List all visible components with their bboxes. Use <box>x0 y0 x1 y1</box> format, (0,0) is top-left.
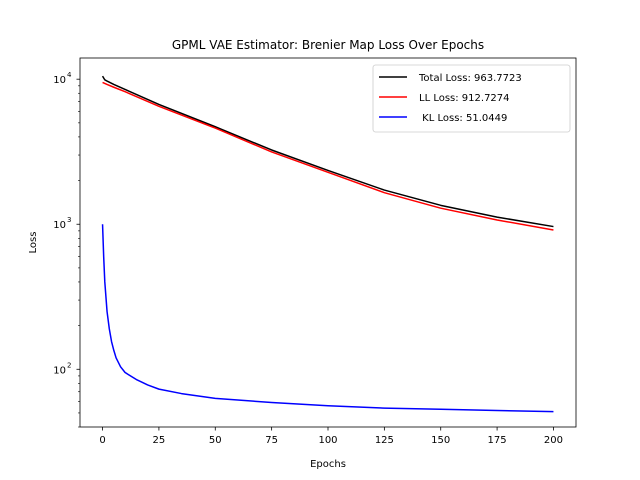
y-axis-label: Loss <box>28 232 39 254</box>
legend-label-1: LL Loss: 912.7274 <box>419 93 510 104</box>
y-tick-exponent: 3 <box>67 216 71 224</box>
chart-title: GPML VAE Estimator: Brenier Map Loss Ove… <box>172 38 484 52</box>
y-tick-exponent: 4 <box>67 71 72 79</box>
x-axis-label: Epochs <box>310 459 346 470</box>
plot-frame <box>79 57 577 428</box>
x-tick-label: 175 <box>488 435 507 446</box>
x-axis: 0 25 50 75 100 125 150 175 200 <box>99 427 563 446</box>
series-line-0 <box>101 75 554 228</box>
x-tick-label: 0 <box>99 435 105 446</box>
y-tick-exponent: 2 <box>67 361 71 369</box>
x-tick-label: 50 <box>209 435 222 446</box>
series-line-2 <box>101 224 554 413</box>
series-line-1 <box>102 81 554 231</box>
legend-box <box>372 64 571 133</box>
legend-label-2: KL Loss: 51.0449 <box>419 113 507 124</box>
x-tick-label: 25 <box>153 435 166 446</box>
series-lines <box>101 75 554 413</box>
x-tick-label: 125 <box>375 435 394 446</box>
x-tick-label: 100 <box>318 435 337 446</box>
y-tick-label: 10 <box>53 365 66 376</box>
legend: Total Loss: 963.7723 LL Loss: 912.7274 KL… <box>372 64 571 133</box>
x-tick-label: 200 <box>544 435 563 446</box>
legend-label-0: Total Loss: 963.7723 <box>418 73 522 84</box>
x-tick-label: 75 <box>265 435 278 446</box>
y-tick-label: 10 <box>53 220 66 231</box>
x-tick-label: 150 <box>431 435 450 446</box>
y-tick-label: 10 <box>53 75 66 86</box>
